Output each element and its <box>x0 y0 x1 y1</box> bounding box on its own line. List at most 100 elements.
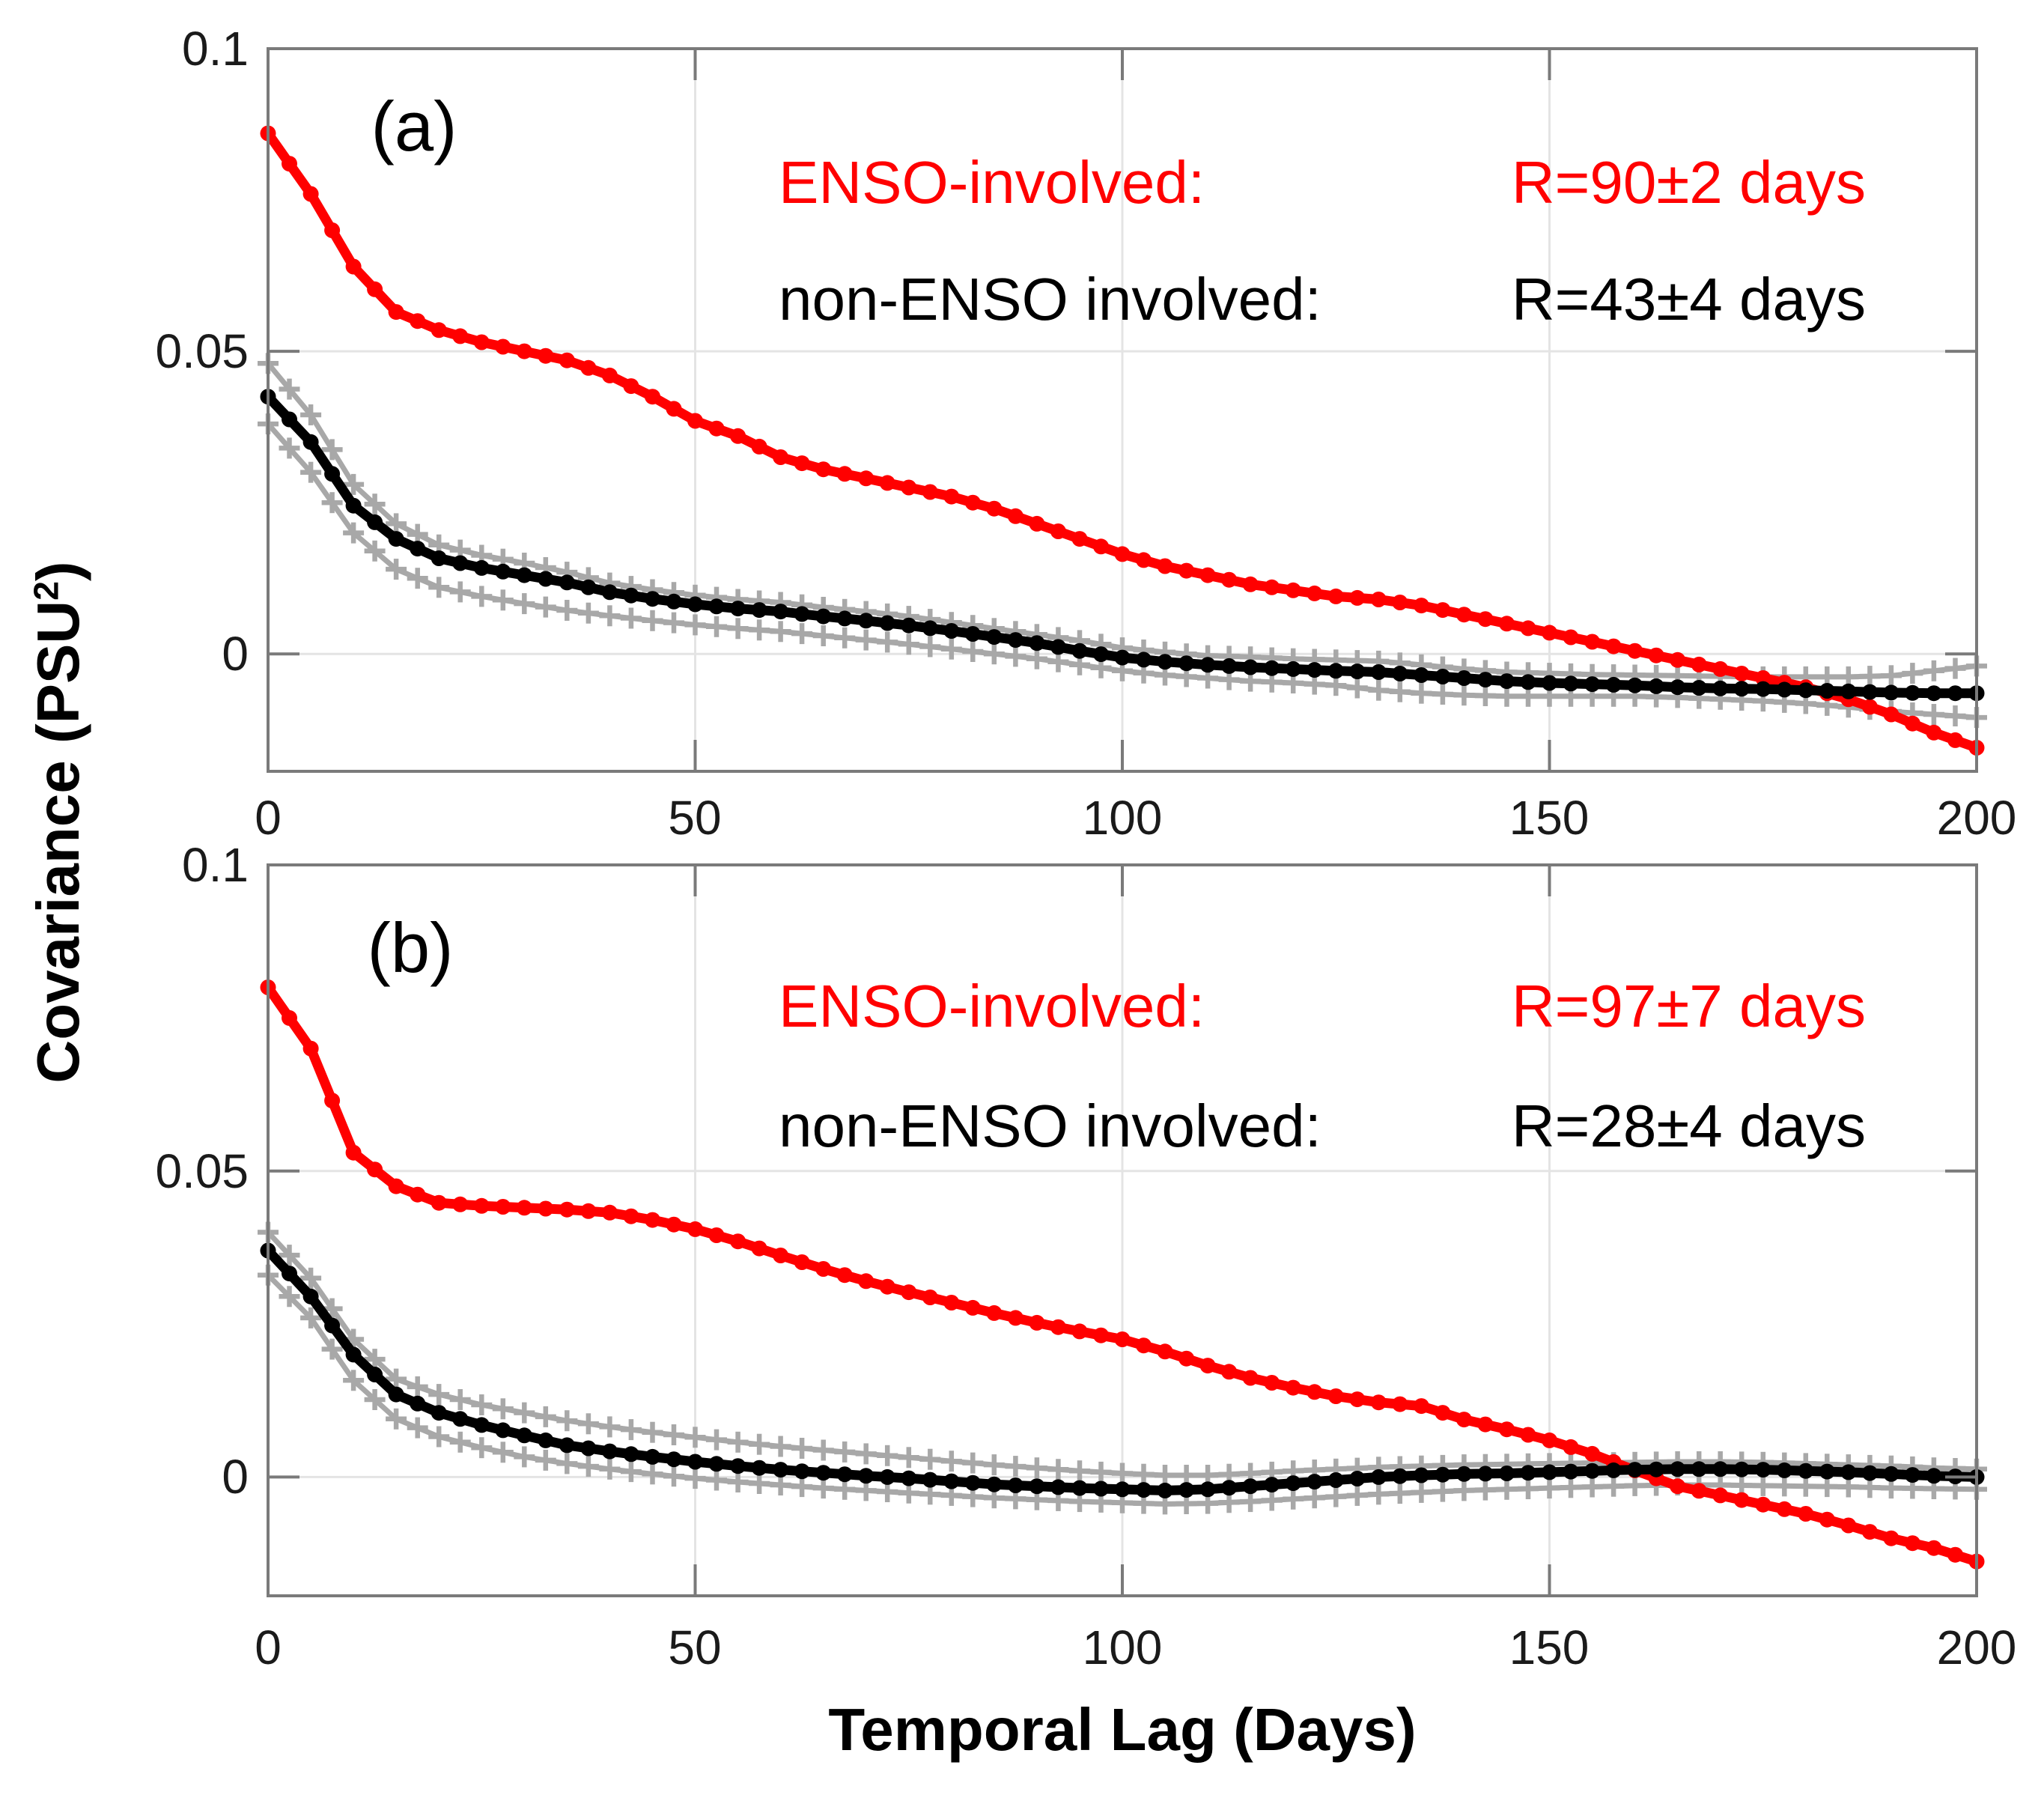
dot-marker <box>1307 585 1323 601</box>
dot-marker <box>1520 1465 1536 1481</box>
dot-marker <box>773 1248 789 1263</box>
y-axis-title-suffix: ) <box>25 561 91 582</box>
dot-marker <box>367 1367 383 1382</box>
dot-marker <box>1370 592 1387 607</box>
dot-marker <box>601 584 618 601</box>
dot-marker <box>1542 1464 1557 1480</box>
dot-marker <box>1904 715 1920 732</box>
dot-marker <box>708 598 725 615</box>
dot-marker <box>1584 1463 1601 1479</box>
dot-marker <box>324 222 341 238</box>
dot-marker <box>836 1267 853 1284</box>
dot-marker <box>1904 1535 1920 1552</box>
dot-marker <box>1114 546 1131 562</box>
series-line <box>266 1230 1977 1478</box>
dot-marker <box>1670 652 1686 668</box>
dot-marker <box>1798 682 1814 699</box>
dot-marker <box>302 186 319 202</box>
dot-marker <box>1733 1461 1750 1477</box>
panel-a-xtick-100: 100 <box>1082 791 1163 845</box>
dot-marker <box>1648 1461 1664 1477</box>
dot-marker <box>538 347 554 364</box>
dot-marker <box>324 1317 341 1334</box>
panel-a-annotation-non-enso: non-ENSO involved: R=43±4 days <box>779 265 1866 334</box>
dot-marker <box>367 1161 383 1178</box>
dot-marker <box>1605 638 1622 654</box>
dot-marker <box>1007 632 1023 649</box>
dot-marker <box>879 615 895 631</box>
dot-marker <box>302 434 319 450</box>
dot-marker <box>516 343 532 359</box>
dot-marker <box>1627 677 1643 693</box>
dot-marker <box>1413 598 1429 614</box>
dot-marker <box>1520 620 1536 637</box>
dot-marker <box>1199 657 1216 673</box>
dot-marker <box>1242 659 1259 675</box>
dot-marker <box>773 604 789 620</box>
dot-marker <box>538 571 554 587</box>
panel-b-ytick-0: 0 <box>222 1450 249 1504</box>
dot-marker <box>1071 1323 1088 1340</box>
dot-marker <box>1477 1466 1494 1482</box>
dot-marker <box>1883 706 1899 723</box>
dot-marker <box>516 1200 532 1216</box>
dot-marker <box>1392 666 1408 681</box>
dot-marker <box>858 1273 875 1290</box>
dot-marker <box>687 1221 703 1237</box>
dot-marker <box>1349 589 1366 606</box>
panel-b-ytick-0.1: 0.1 <box>182 838 249 892</box>
dot-marker <box>1413 1467 1429 1483</box>
dot-marker <box>1520 674 1536 690</box>
dot-marker <box>1477 1416 1494 1433</box>
panel-a-annotation-non-enso-value: R=43±4 days <box>1511 266 1866 332</box>
dot-marker <box>836 610 853 627</box>
dot-marker <box>623 378 639 395</box>
dot-marker <box>1477 611 1494 628</box>
dot-marker <box>1114 1481 1131 1498</box>
dot-marker <box>516 567 532 583</box>
dot-marker <box>1691 680 1707 696</box>
dot-marker <box>1542 625 1557 641</box>
dot-marker <box>1712 660 1729 677</box>
dot-marker <box>1435 1405 1451 1421</box>
dot-marker <box>1798 1463 1814 1479</box>
dot-marker <box>538 1432 554 1448</box>
panel-b-annotation-non-enso-value: R=28±4 days <box>1511 1093 1866 1159</box>
dot-marker <box>431 1194 447 1211</box>
dot-marker <box>986 500 1003 517</box>
dot-marker <box>922 1290 938 1305</box>
dot-marker <box>666 593 682 610</box>
dot-marker <box>1627 643 1643 659</box>
dot-marker <box>1136 652 1152 668</box>
dot-marker <box>1392 1396 1408 1412</box>
dot-marker <box>1007 1477 1023 1493</box>
dot-marker <box>324 1093 341 1109</box>
dot-marker <box>922 1471 938 1488</box>
series-line <box>266 362 1977 680</box>
dot-marker <box>986 629 1003 646</box>
panel-b-annotation-enso-value: R=97±7 days <box>1511 973 1866 1039</box>
dot-marker <box>1883 684 1899 701</box>
panel-b-ytick-0.05: 0.05 <box>155 1144 249 1198</box>
dot-marker <box>601 1204 618 1221</box>
panel-a-series-confidence-lower <box>258 413 1987 729</box>
dot-marker <box>345 258 362 275</box>
dot-marker <box>1584 1445 1601 1462</box>
dot-marker <box>1050 1479 1066 1495</box>
dot-marker <box>1307 1474 1323 1490</box>
dot-marker <box>388 304 404 321</box>
dot-marker <box>1542 675 1557 691</box>
dot-marker <box>1776 1501 1792 1517</box>
dot-marker <box>1093 1327 1109 1343</box>
dot-marker <box>751 602 767 619</box>
dot-marker <box>879 1469 895 1485</box>
dot-marker <box>559 352 575 368</box>
dot-marker <box>410 1186 426 1203</box>
dot-marker <box>687 413 703 429</box>
dot-marker <box>1648 647 1664 663</box>
panel-a-annotation-enso-value: R=90±2 days <box>1511 149 1866 216</box>
dot-marker <box>367 281 383 297</box>
dot-marker <box>1050 523 1066 539</box>
